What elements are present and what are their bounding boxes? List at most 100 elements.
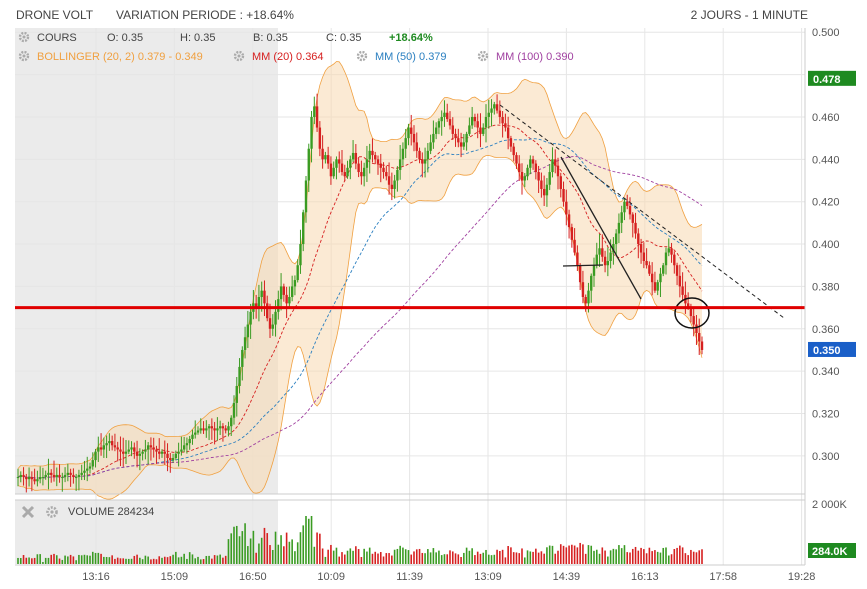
candle xyxy=(396,169,399,181)
candle xyxy=(659,273,662,283)
candle xyxy=(66,472,70,475)
candle xyxy=(199,428,202,431)
candle xyxy=(390,184,394,189)
candle xyxy=(163,451,166,454)
volume-bar xyxy=(424,553,426,564)
timeframe-selector[interactable]: 2 JOURS - 1 MINUTE xyxy=(691,8,808,22)
candle xyxy=(130,447,133,450)
candle xyxy=(290,286,294,298)
candle xyxy=(196,430,200,433)
candle xyxy=(191,434,194,439)
bollinger-label: BOLLINGER (20, 2) 0.379 - 0.349 xyxy=(37,51,203,63)
volume-badge: 284.0K xyxy=(808,543,856,558)
volume-bar xyxy=(349,548,352,564)
candle xyxy=(102,445,106,450)
volume-bar xyxy=(493,554,496,564)
bollinger-gear-icon[interactable] xyxy=(18,50,30,62)
mm20-gear-icon[interactable] xyxy=(233,50,245,62)
volume-bar xyxy=(330,544,332,564)
candle xyxy=(25,477,28,480)
candle xyxy=(354,152,358,164)
candle xyxy=(210,426,214,429)
candle xyxy=(590,275,593,291)
volume-bar xyxy=(590,545,593,564)
cours-gear-icon[interactable] xyxy=(18,31,30,43)
candle xyxy=(620,212,623,223)
candle xyxy=(224,428,227,431)
candle xyxy=(141,451,144,454)
candle xyxy=(332,167,335,177)
volume-bar xyxy=(177,557,180,564)
volume-bar xyxy=(637,550,640,564)
bollinger-fill xyxy=(18,61,702,500)
volume-gear-icon[interactable] xyxy=(46,506,58,518)
candle xyxy=(360,172,363,177)
candle xyxy=(426,150,430,160)
neckline xyxy=(562,264,604,267)
candle xyxy=(487,112,490,117)
volume-bar xyxy=(199,559,202,564)
volume-close-icon[interactable] xyxy=(21,505,35,519)
volume-bar xyxy=(144,555,147,564)
downtrend-line-dashed xyxy=(499,104,785,319)
candle xyxy=(468,125,471,134)
volume-bar xyxy=(127,558,130,564)
volume-bar xyxy=(269,545,271,564)
volume-bar xyxy=(194,558,197,564)
volume-bar xyxy=(454,553,457,564)
candle xyxy=(274,311,277,325)
candles xyxy=(16,93,704,493)
volume-bar xyxy=(471,548,473,564)
volume-bar xyxy=(595,549,598,564)
candle xyxy=(185,443,189,446)
candle xyxy=(149,445,153,448)
candle xyxy=(16,477,20,479)
candle xyxy=(282,286,286,295)
volume-bar xyxy=(55,555,58,564)
svg-text:0.478: 0.478 xyxy=(813,74,841,86)
candle xyxy=(573,239,576,253)
volume-bar xyxy=(338,556,341,564)
volume-bar xyxy=(512,552,515,564)
volume-bar xyxy=(150,559,152,564)
candle xyxy=(340,163,344,173)
mm50-gear-icon[interactable] xyxy=(356,50,368,62)
volume-bar xyxy=(360,557,363,564)
low-value: B: 0.35 xyxy=(253,32,288,44)
candle xyxy=(346,167,349,177)
volume-bar xyxy=(418,548,421,564)
volume-bar xyxy=(676,547,678,564)
volume-bar xyxy=(216,555,219,564)
candle xyxy=(598,248,601,255)
volume-bar xyxy=(410,554,413,564)
candle xyxy=(578,265,582,283)
volume-bar xyxy=(39,554,41,564)
volume-bar xyxy=(222,557,224,564)
candle xyxy=(135,451,139,456)
volume-bar xyxy=(402,547,404,564)
candle xyxy=(493,104,496,109)
volume-bar xyxy=(188,552,191,564)
candle xyxy=(304,180,308,213)
mm100-gear-icon[interactable] xyxy=(477,50,489,62)
volume-bar xyxy=(695,552,698,564)
volume-bar xyxy=(604,550,606,564)
y-tick-label: 0.320 xyxy=(812,409,840,421)
volume-bar xyxy=(518,553,521,564)
volume-bar xyxy=(565,547,568,564)
y-tick-label: 0.380 xyxy=(812,281,840,293)
volume-bar xyxy=(80,555,83,564)
volume-bar xyxy=(537,552,540,564)
volume-bar xyxy=(496,549,498,564)
candle xyxy=(216,428,219,431)
candle xyxy=(152,447,155,450)
candle xyxy=(587,290,590,304)
volume-bar xyxy=(230,533,233,564)
volume-bar xyxy=(413,551,415,564)
candle xyxy=(673,254,676,266)
volume-bar xyxy=(667,555,670,564)
candle xyxy=(476,121,479,128)
volume-bar xyxy=(258,543,260,564)
candle xyxy=(650,273,654,283)
